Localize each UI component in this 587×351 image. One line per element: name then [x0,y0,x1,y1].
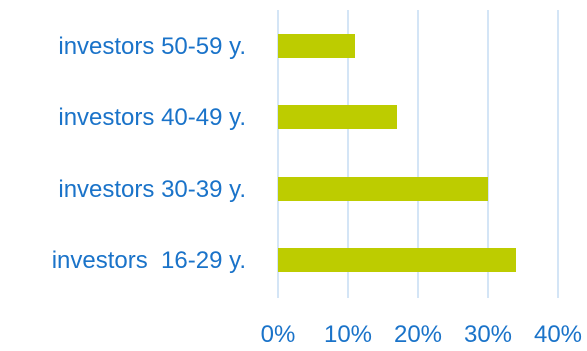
x-axis-tick-labels: 0% 10% 20% 30% 40% [261,321,582,348]
category-label: investors 40-49 y. [58,104,246,131]
bar [278,34,355,58]
x-tick-label: 40% [534,321,582,348]
x-tick-label: 20% [394,321,442,348]
bar [278,177,488,201]
x-tick-label: 30% [464,321,512,348]
bars [278,34,516,272]
category-label: investors 30-39 y. [58,176,246,203]
category-label: investors 50-59 y. [58,33,246,60]
bar [278,105,397,129]
category-labels: investors 50-59 y. investors 40-49 y. inve… [52,33,246,274]
x-tick-label: 10% [324,321,372,348]
x-tick-label: 0% [261,321,296,348]
bar [278,248,516,272]
category-label: investors 16-29 y. [52,247,246,274]
